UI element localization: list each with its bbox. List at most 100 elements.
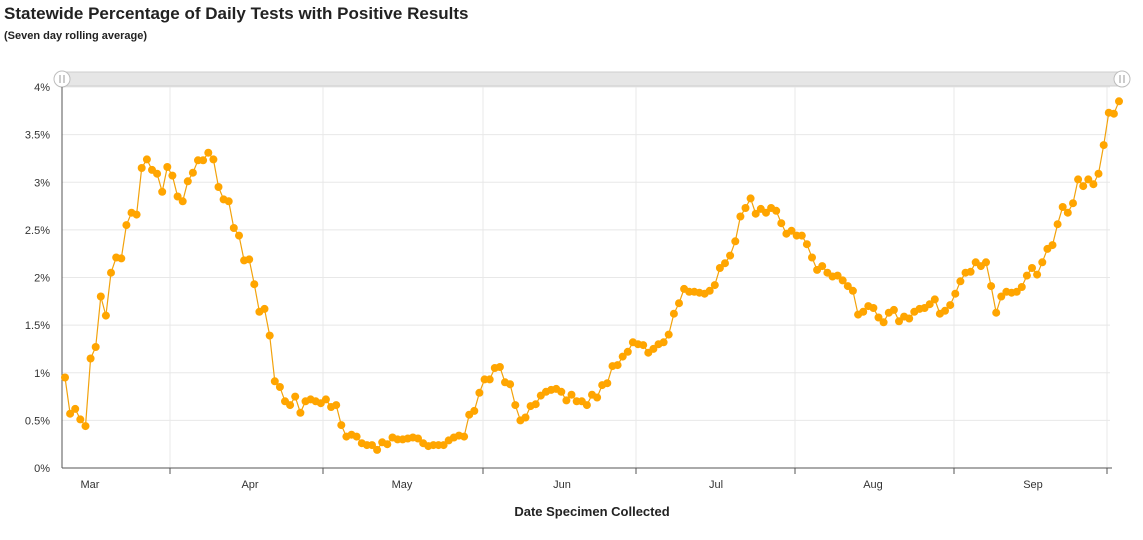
data-point[interactable] — [838, 276, 847, 285]
data-point[interactable] — [879, 318, 888, 327]
data-point[interactable] — [173, 192, 182, 201]
data-point[interactable] — [777, 219, 786, 228]
data-point[interactable] — [649, 344, 658, 353]
data-point[interactable] — [158, 187, 167, 196]
data-point[interactable] — [383, 440, 392, 449]
data-point[interactable] — [332, 401, 341, 410]
data-point[interactable] — [495, 363, 504, 371]
data-point[interactable] — [91, 343, 100, 351]
data-point[interactable] — [368, 441, 376, 450]
data-point[interactable] — [741, 204, 750, 212]
data-point[interactable] — [107, 268, 115, 277]
data-point[interactable] — [925, 300, 934, 309]
data-point[interactable] — [66, 409, 75, 418]
data-point[interactable] — [460, 432, 469, 441]
data-point[interactable] — [731, 237, 740, 246]
data-point[interactable] — [746, 194, 755, 203]
data-point[interactable] — [178, 197, 187, 206]
data-point[interactable] — [1069, 199, 1077, 208]
data-point[interactable] — [659, 338, 668, 347]
data-point[interactable] — [1074, 175, 1083, 184]
data-point[interactable] — [669, 309, 678, 318]
data-point[interactable] — [889, 305, 898, 314]
data-point[interactable] — [1038, 258, 1047, 267]
data-point[interactable] — [1109, 109, 1118, 118]
data-point[interactable] — [721, 259, 729, 268]
data-point[interactable] — [762, 208, 770, 217]
data-point[interactable] — [966, 267, 975, 276]
data-point[interactable] — [321, 395, 330, 404]
data-point[interactable] — [183, 177, 192, 186]
data-point[interactable] — [470, 406, 479, 415]
data-point[interactable] — [930, 295, 939, 304]
data-point[interactable] — [593, 393, 602, 402]
data-point[interactable] — [905, 314, 914, 323]
data-point[interactable] — [895, 317, 903, 326]
data-point[interactable] — [163, 163, 172, 171]
data-point[interactable] — [623, 347, 632, 356]
data-point[interactable] — [132, 210, 141, 219]
data-point[interactable] — [736, 212, 745, 221]
data-point[interactable] — [101, 311, 110, 320]
data-point[interactable] — [81, 422, 90, 431]
range-selector-track[interactable] — [61, 71, 1123, 87]
data-point[interactable] — [557, 387, 566, 396]
data-point[interactable] — [275, 383, 284, 391]
data-point[interactable] — [848, 286, 857, 295]
data-point[interactable] — [567, 390, 576, 399]
data-point[interactable] — [96, 292, 105, 301]
data-point[interactable] — [188, 168, 197, 177]
data-point[interactable] — [117, 254, 126, 263]
data-point[interactable] — [982, 258, 990, 267]
data-point[interactable] — [260, 304, 269, 313]
data-point[interactable] — [337, 421, 346, 430]
data-point[interactable] — [531, 400, 540, 409]
data-point[interactable] — [797, 231, 806, 240]
range-handle-left[interactable] — [53, 70, 71, 88]
data-point[interactable] — [71, 404, 80, 413]
data-point[interactable] — [122, 221, 131, 230]
data-point[interactable] — [992, 308, 1001, 317]
data-point[interactable] — [613, 361, 622, 370]
data-point[interactable] — [296, 408, 305, 417]
data-point[interactable] — [802, 240, 811, 249]
data-point[interactable] — [941, 306, 949, 315]
data-point[interactable] — [204, 148, 213, 157]
data-point[interactable] — [1053, 220, 1062, 229]
data-point[interactable] — [1084, 175, 1093, 184]
data-point[interactable] — [808, 253, 816, 262]
data-point[interactable] — [1028, 264, 1036, 272]
data-point[interactable] — [582, 401, 591, 410]
data-point[interactable] — [1099, 141, 1108, 150]
data-point[interactable] — [664, 330, 673, 339]
data-point[interactable] — [265, 331, 274, 340]
data-point[interactable] — [1115, 97, 1123, 106]
data-point[interactable] — [1048, 241, 1057, 250]
data-point[interactable] — [137, 164, 146, 172]
data-point[interactable] — [86, 354, 95, 363]
data-point[interactable] — [1079, 182, 1088, 191]
data-point[interactable] — [414, 434, 422, 443]
data-point[interactable] — [153, 169, 162, 178]
data-point[interactable] — [639, 341, 648, 350]
data-point[interactable] — [705, 286, 714, 295]
data-point[interactable] — [603, 379, 612, 388]
data-point[interactable] — [270, 377, 279, 386]
data-point[interactable] — [618, 352, 627, 361]
data-point[interactable] — [772, 206, 781, 215]
data-point[interactable] — [199, 156, 208, 165]
data-point[interactable] — [209, 155, 218, 164]
data-point[interactable] — [1017, 283, 1026, 291]
data-point[interactable] — [1022, 271, 1031, 280]
data-point[interactable] — [874, 313, 883, 322]
data-point[interactable] — [245, 255, 254, 264]
data-point[interactable] — [1012, 287, 1021, 296]
data-point[interactable] — [833, 271, 842, 280]
data-point[interactable] — [506, 380, 515, 389]
data-point[interactable] — [562, 396, 571, 405]
data-point[interactable] — [1094, 169, 1103, 178]
data-point[interactable] — [951, 289, 960, 298]
data-point[interactable] — [229, 224, 238, 232]
data-point[interactable] — [61, 373, 69, 382]
data-point[interactable] — [250, 280, 259, 289]
